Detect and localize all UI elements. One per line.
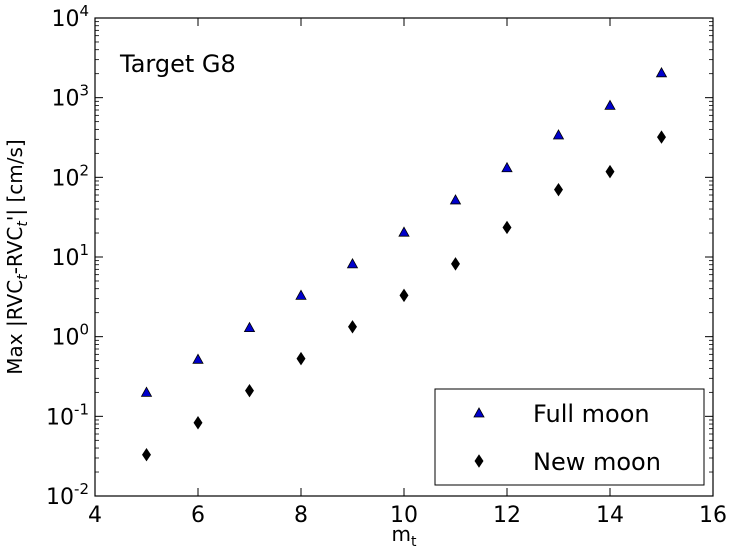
x-tick-label: 6 xyxy=(191,503,205,528)
new-moon-point xyxy=(502,220,512,235)
full-moon-point xyxy=(604,99,616,110)
new-moon-point xyxy=(142,447,151,462)
new-moon-point xyxy=(245,383,254,398)
y-tick-label: 10-2 xyxy=(46,480,89,510)
tick-labels: 4 6 8 10 12 14 16 10-2 10-1 100 101 102 103 104 xyxy=(46,2,727,528)
legend-box xyxy=(434,388,705,486)
new-moon-point xyxy=(399,288,409,303)
y-tick-label: 103 xyxy=(51,82,89,112)
y-tick-label: 10-1 xyxy=(46,400,89,430)
y-tick-label: 104 xyxy=(51,2,89,32)
x-tick-label: 14 xyxy=(596,503,624,528)
full-moon-point xyxy=(295,289,307,300)
chart-annotation: Target G8 xyxy=(119,50,236,78)
x-tick-label: 8 xyxy=(294,503,308,528)
x-tick-label: 12 xyxy=(493,503,521,528)
new-moon-point xyxy=(348,320,357,334)
y-tick-label: 101 xyxy=(51,241,89,271)
full-moon-point xyxy=(655,67,668,78)
full-moon-point xyxy=(398,226,410,237)
full-moon-point xyxy=(449,194,462,205)
x-tick-label: 16 xyxy=(699,503,727,528)
new-moon-point xyxy=(657,130,666,144)
full-moon-point xyxy=(192,353,204,364)
full-moon-point xyxy=(552,129,565,140)
y-axis-label: Max |RVCt-RVCt'| [cm/s] xyxy=(3,139,31,374)
full-moon-point xyxy=(501,161,513,173)
legend-full-moon-label: Full moon xyxy=(533,400,650,428)
new-moon-point xyxy=(451,257,460,271)
legend-full-moon-marker xyxy=(473,407,485,418)
axis-ticks xyxy=(94,17,714,497)
legend: Full moon New moon xyxy=(434,388,705,486)
new-moon-point xyxy=(296,351,306,366)
x-axis-label: mt xyxy=(392,522,417,547)
data-markers xyxy=(140,67,668,462)
full-moon-point xyxy=(243,321,256,332)
legend-new-moon-label: New moon xyxy=(533,448,661,476)
y-tick-label: 100 xyxy=(51,321,89,351)
legend-new-moon-marker xyxy=(474,454,484,468)
x-tick-label: 4 xyxy=(88,503,102,528)
new-moon-point xyxy=(554,182,563,197)
x-tick-label: 10 xyxy=(390,503,418,528)
y-tick-label: 102 xyxy=(51,161,89,191)
new-moon-point xyxy=(193,416,203,430)
full-moon-point xyxy=(346,258,359,269)
full-moon-point xyxy=(140,386,153,397)
new-moon-point xyxy=(605,164,615,179)
